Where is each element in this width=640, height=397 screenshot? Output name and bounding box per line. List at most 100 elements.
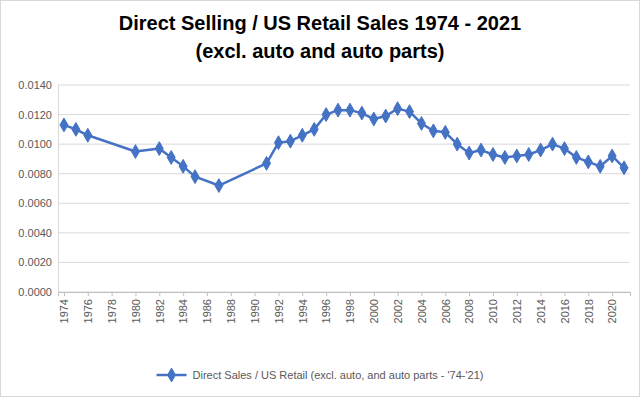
series-marker: [179, 159, 187, 173]
x-tick-label: 1978: [106, 299, 118, 323]
series-marker: [394, 102, 402, 116]
x-tick-label: 2010: [487, 299, 499, 323]
series-marker: [537, 143, 545, 157]
grid-line: [58, 144, 630, 145]
x-tick-mark: [564, 292, 565, 296]
legend-item: Direct Sales / US Retail (excl. auto, an…: [157, 368, 484, 382]
plot-area: 0.00000.00200.00400.00600.00800.01000.01…: [18, 79, 630, 323]
y-tick-label: 0.0020: [18, 256, 52, 268]
series-marker: [501, 151, 509, 165]
x-tick-mark: [541, 292, 542, 296]
x-tick: 1992: [273, 292, 285, 323]
x-tick: 2012: [511, 292, 523, 323]
legend: Direct Sales / US Retail (excl. auto, an…: [157, 368, 484, 382]
series-marker: [549, 137, 557, 151]
x-tick-mark: [517, 292, 518, 296]
series-marker: [274, 136, 282, 150]
x-tick-label: 1986: [201, 299, 213, 323]
grid-line: [58, 232, 630, 233]
y-tick-label: 0.0000: [18, 286, 52, 298]
series-marker: [441, 125, 449, 139]
series-marker: [155, 142, 163, 156]
y-tick: 0.0100: [18, 138, 58, 150]
x-tick-mark: [278, 292, 279, 296]
series-marker: [572, 151, 580, 165]
x-axis: 1974 1976 1978 1980 1982 1984 1986 1988 1990 1992…: [58, 292, 630, 323]
x-tick-mark: [588, 292, 589, 296]
x-tick-label: 1996: [320, 299, 332, 323]
x-tick: 1976: [82, 292, 94, 323]
x-tick-label: 2014: [535, 299, 547, 323]
x-tick-mark: [159, 292, 160, 296]
x-tick: 2000: [368, 292, 380, 323]
series-marker: [608, 149, 616, 163]
series-marker: [596, 159, 604, 173]
x-tick: 1980: [130, 292, 142, 323]
series-marker: [477, 143, 485, 157]
x-tick-label: 1984: [177, 299, 189, 323]
series-marker: [215, 179, 223, 193]
x-tick-label: 1980: [130, 299, 142, 323]
series-marker: [334, 103, 342, 117]
series-marker: [513, 149, 521, 163]
series-marker: [620, 161, 628, 175]
subtitle: (excl. auto and auto parts): [196, 40, 445, 62]
x-tick-mark: [302, 292, 303, 296]
x-tick: 2014: [535, 292, 547, 323]
y-tick: 0.0040: [18, 227, 58, 239]
x-tick-label: 2004: [416, 299, 428, 323]
x-tick: 2010: [487, 292, 499, 323]
y-axis: 0.00000.00200.00400.00600.00800.01000.01…: [18, 79, 58, 298]
series-marker: [84, 128, 92, 142]
x-tick-label: 1982: [154, 299, 166, 323]
x-tick-label: 1976: [82, 299, 94, 323]
x-tick: 1984: [177, 292, 189, 323]
legend-label: Direct Sales / US Retail (excl. auto, an…: [193, 369, 484, 381]
x-tick-label: 2000: [368, 299, 380, 323]
x-tick-label: 2002: [392, 299, 404, 323]
x-tick: 2004: [416, 292, 428, 323]
series-marker: [370, 112, 378, 126]
x-tick-label: 1974: [58, 299, 70, 323]
x-tick-mark: [135, 292, 136, 296]
x-tick: 2020: [606, 292, 618, 323]
y-tick-label: 0.0120: [18, 109, 52, 121]
y-tick: 0.0080: [18, 168, 58, 180]
y-tick-label: 0.0100: [18, 138, 52, 150]
y-axis-line: [58, 86, 59, 293]
x-tick-mark: [64, 292, 65, 296]
series-marker: [429, 124, 437, 138]
y-tick: 0.0020: [18, 256, 58, 268]
x-tick-mark: [350, 292, 351, 296]
x-tick: 1982: [154, 292, 166, 323]
series-marker: [322, 108, 330, 122]
series-marker: [525, 148, 533, 162]
x-tick-label: 2020: [606, 299, 618, 323]
series-line: [64, 109, 624, 186]
x-tick-mark: [493, 292, 494, 296]
chart-background: [1, 1, 640, 397]
x-tick-mark: [207, 292, 208, 296]
series-marker: [417, 117, 425, 131]
series-marker: [191, 170, 199, 184]
x-axis-line: [59, 293, 631, 297]
x-tick-label: 2008: [463, 299, 475, 323]
x-tick-mark: [183, 292, 184, 296]
y-tick-label: 0.0040: [18, 227, 52, 239]
x-tick-mark: [88, 292, 89, 296]
x-tick-mark: [255, 292, 256, 296]
series-marker: [584, 155, 592, 169]
x-tick: 2008: [463, 292, 475, 323]
grid-line: [58, 173, 630, 174]
x-tick: 1986: [201, 292, 213, 323]
x-tick: 2002: [392, 292, 404, 323]
series-group: [60, 102, 628, 193]
x-tick: 2018: [583, 292, 595, 323]
x-tick-mark: [469, 292, 470, 296]
x-tick-label: 2018: [583, 299, 595, 323]
x-tick: 1990: [249, 292, 261, 323]
x-tick-label: 1998: [344, 299, 356, 323]
x-tick-label: 1994: [297, 299, 309, 323]
x-tick-label: 1988: [225, 299, 237, 323]
series-marker: [358, 106, 366, 120]
